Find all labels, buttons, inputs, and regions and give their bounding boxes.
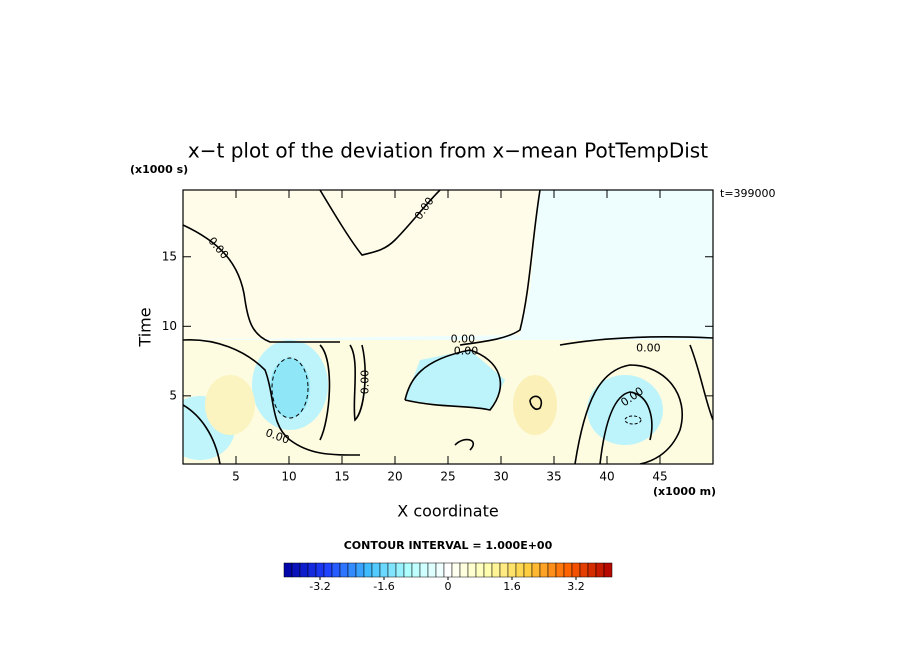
contour-line (183, 224, 340, 343)
x-tick-label: 15 (334, 470, 349, 484)
colorbar-box (387, 562, 397, 578)
colorbar-box (291, 562, 301, 578)
contour-label: 0.00 (636, 342, 661, 355)
colorbar-box (419, 562, 429, 578)
colorbar-box (371, 562, 381, 578)
x-tick-label: 25 (440, 470, 455, 484)
contour-label: 0.00 (451, 332, 476, 345)
colorbar-box (443, 562, 453, 578)
colorbar-box (427, 562, 437, 578)
y-unit: (x1000 s) (130, 163, 188, 176)
colorbar-box (435, 562, 445, 578)
colorbar-box (363, 562, 373, 578)
colorbar-box (355, 562, 365, 578)
colorbar-box (531, 562, 541, 578)
colorbar-box (555, 562, 565, 578)
x-tick-label: 5 (232, 470, 240, 484)
contour-line (459, 190, 713, 346)
colorbar-title: CONTOUR INTERVAL = 1.000E+00 (344, 539, 553, 552)
colorbar-tick-label: 3.2 (567, 580, 585, 593)
colorbar-box (315, 562, 325, 578)
contour-line (319, 344, 331, 441)
x-tick-label: 10 (281, 470, 296, 484)
x-tick-label: 40 (599, 470, 614, 484)
colorbar-box (595, 562, 605, 578)
colorbar-box (539, 562, 549, 578)
chart-title: x−t plot of the deviation from x−mean Po… (188, 139, 708, 163)
colorbar-box (283, 562, 293, 578)
y-tick-label: 15 (162, 249, 177, 263)
colorbar-box (307, 562, 317, 578)
colorbar-box (467, 562, 477, 578)
colorbar-box (603, 562, 613, 578)
negative-contour (624, 415, 642, 425)
contour-line (529, 395, 543, 410)
colorbar-box (515, 562, 525, 578)
y-tick-label: 10 (162, 319, 177, 333)
colorbar-box (563, 562, 573, 578)
warm-region (183, 190, 540, 340)
contour-line (349, 344, 366, 422)
colorbar-box (459, 562, 469, 578)
contour-line (454, 438, 475, 451)
colorbar-box (299, 562, 309, 578)
x-unit: (x1000 m) (653, 485, 716, 498)
contour-label: 0.00 (454, 344, 479, 357)
colorbar-box (587, 562, 597, 578)
contour-line (599, 391, 653, 464)
colorbar-box (547, 562, 557, 578)
annotation: t=399000 (720, 187, 776, 200)
x-tick-label: 20 (387, 470, 402, 484)
x-axis-label: X coordinate (397, 502, 498, 521)
warm-blob (205, 375, 255, 435)
colorbar-box (347, 562, 357, 578)
colorbar-box (403, 562, 413, 578)
colorbar-box (323, 562, 333, 578)
colorbar-box (483, 562, 493, 578)
colorbar-tick-label: 0 (445, 580, 452, 593)
colorbar-box (379, 562, 389, 578)
contour-line (404, 349, 502, 411)
colorbar-box (507, 562, 517, 578)
contour-line (689, 344, 713, 421)
x-tick-label: 35 (546, 470, 561, 484)
colorbar-box (579, 562, 589, 578)
colorbar-tick-label: 1.6 (503, 580, 521, 593)
colorbar-box (523, 562, 533, 578)
colorbar-box (339, 562, 349, 578)
colorbar-box (395, 562, 405, 578)
contour-line (183, 404, 221, 464)
colorbar-box (571, 562, 581, 578)
colorbar-box (411, 562, 421, 578)
negative-contour (271, 357, 309, 419)
warm-blob (513, 375, 557, 435)
colorbar-box (499, 562, 509, 578)
x-tick-label: 30 (493, 470, 508, 484)
x-tick-label: 45 (652, 470, 667, 484)
y-axis-label: Time (136, 307, 155, 347)
y-tick-label: 5 (169, 388, 177, 402)
contour-line (183, 339, 361, 456)
colorbar-box (331, 562, 341, 578)
field (183, 190, 713, 464)
contour-line (574, 364, 683, 464)
colorbar-tick-label: -3.2 (309, 580, 330, 593)
colorbar-box (451, 562, 461, 578)
contour-label: 0.00 (358, 370, 371, 395)
colorbar-box (491, 562, 501, 578)
contour-line (319, 190, 441, 256)
colorbar-tick-label: -1.6 (373, 580, 394, 593)
colorbar-box (475, 562, 485, 578)
cold-blob (270, 358, 310, 418)
